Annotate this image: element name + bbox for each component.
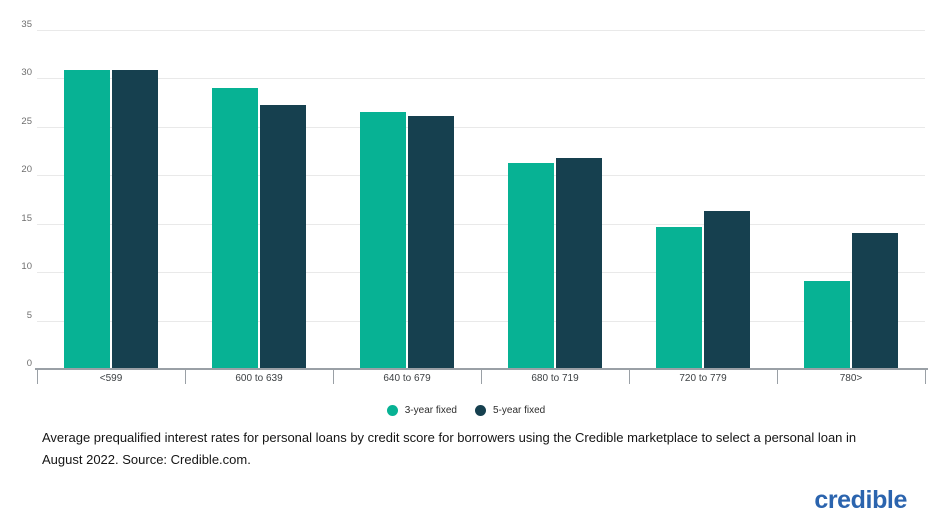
x-axis-tick (37, 370, 38, 384)
gridline (37, 175, 925, 177)
caption: Average prequalified interest rates for … (42, 430, 857, 467)
gridline (37, 78, 925, 80)
x-axis-tick (777, 370, 778, 384)
y-axis-label: 10 (21, 261, 32, 273)
legend-swatch-icon (475, 404, 486, 416)
gridline (37, 223, 925, 225)
x-axis-label: <599 (99, 373, 123, 384)
bar-3-year-fixed (656, 226, 702, 369)
x-axis-tick (629, 370, 630, 384)
legend-swatch-icon (386, 404, 398, 416)
y-axis-label: 5 (26, 309, 32, 321)
bar-3-year-fixed (508, 162, 554, 369)
x-axis-line (35, 368, 928, 370)
chart-legend: 3-year fixed 5-year fixed (0, 401, 932, 419)
x-axis-label: 720 to 779 (679, 373, 727, 384)
bar-5-year-fixed (408, 116, 454, 369)
bar-5-year-fixed (260, 104, 306, 369)
bar-3-year-fixed (360, 112, 406, 369)
bar-3-year-fixed (804, 280, 850, 369)
x-axis-label: 780> (839, 373, 863, 384)
bar-5-year-fixed (112, 69, 158, 369)
x-axis-tick (481, 370, 482, 384)
x-axis-tick (333, 370, 334, 384)
x-axis-label: 640 to 679 (383, 373, 431, 384)
bar-5-year-fixed (704, 211, 750, 369)
gridline (37, 272, 925, 274)
bar-3-year-fixed (64, 69, 110, 369)
y-axis-label: 20 (21, 164, 32, 176)
bar-3-year-fixed (212, 88, 258, 369)
credible-logo: credible (814, 486, 907, 514)
y-axis-label: 30 (21, 67, 32, 79)
gridline (37, 30, 925, 31)
legend-label: 3-year fixed (404, 404, 457, 416)
bar-5-year-fixed (852, 233, 898, 369)
x-axis-label: 680 to 719 (531, 373, 579, 384)
y-axis-label: 35 (21, 19, 32, 30)
x-axis-tick (185, 370, 186, 384)
y-axis-label: 15 (21, 212, 32, 224)
x-axis-label: 600 to 639 (235, 373, 283, 384)
y-axis-label: 0 (26, 358, 32, 369)
x-axis-tick (925, 370, 926, 384)
gridline (37, 320, 925, 322)
legend-item: 3-year fixed (386, 404, 457, 416)
gridline (37, 126, 925, 128)
legend-item: 5-year fixed (475, 404, 546, 416)
y-axis-label: 25 (21, 115, 32, 127)
legend-label: 5-year fixed (493, 404, 546, 416)
bar-5-year-fixed (556, 157, 602, 369)
